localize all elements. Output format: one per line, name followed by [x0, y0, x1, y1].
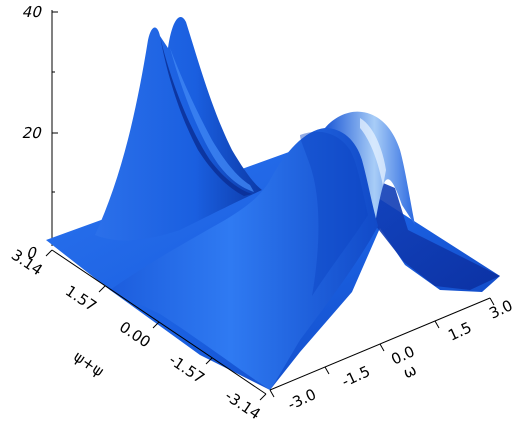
y-tick-label: -3.14 — [222, 387, 264, 424]
z-tick-label: 40 — [21, 3, 45, 21]
x-tick-label: -1.5 — [339, 362, 373, 391]
z-tick-label: 20 — [21, 124, 45, 142]
x-axis-title: ω — [400, 361, 419, 383]
surface-ridge-fold — [360, 118, 386, 186]
y-tick-label: 3.14 — [8, 246, 46, 280]
y-tick-label: 0.00 — [116, 318, 154, 352]
surface — [46, 17, 500, 390]
z-tick-label: 0 — [25, 244, 39, 262]
surface-twin-peaks — [95, 17, 262, 241]
x-tick-label: -3.0 — [285, 385, 319, 414]
y-tick-label: -1.57 — [166, 351, 208, 388]
surface-hump-shade — [300, 131, 368, 296]
y-axis-title: ψ+ψ — [70, 347, 107, 380]
y-tick-label: 1.57 — [62, 282, 100, 316]
x-tick-label: 3.0 — [486, 296, 515, 322]
x-tick-label: 1.5 — [445, 318, 474, 344]
z-axis: 40 20 0 — [21, 3, 58, 262]
surface-central-hump — [110, 128, 378, 390]
